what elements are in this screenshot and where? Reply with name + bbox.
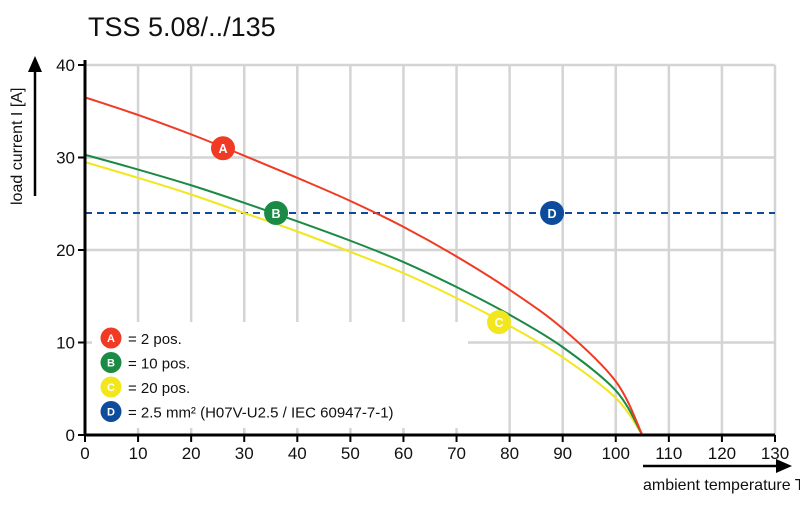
y-tick-label: 30 — [56, 149, 75, 168]
y-tick-label: 10 — [56, 334, 75, 353]
legend-badge-b-letter: B — [107, 358, 115, 370]
legend-label-c: = 20 pos. — [128, 380, 190, 397]
legend-badge-d-circle — [100, 401, 122, 422]
x-tick-label: 60 — [394, 444, 413, 463]
x-tick-label: 50 — [341, 444, 360, 463]
x-tick-label: 130 — [761, 444, 789, 463]
marker-d-circle — [540, 201, 565, 225]
x-axis-label: ambient temperature T [°C] — [643, 477, 800, 494]
legend-background — [92, 322, 468, 428]
series-line-a — [84, 96, 644, 436]
chart-title: TSS 5.08/../135 — [88, 12, 276, 42]
legend-badge-c-circle — [100, 376, 122, 398]
series-markers: A B C D — [211, 136, 565, 335]
x-tick-label: 20 — [182, 444, 201, 463]
legend-badge-b-circle — [100, 352, 122, 373]
legend: A = 2 pos. B = 10 pos. C = 20 pos. D = 2.5 mm² … — [100, 327, 394, 422]
axes — [78, 60, 776, 442]
legend-badge-a-letter: A — [107, 333, 115, 345]
x-tick-label: 40 — [288, 444, 307, 463]
series-line-b — [84, 153, 644, 436]
series-lines — [84, 96, 775, 436]
legend-badge-c-letter: C — [107, 382, 115, 394]
x-tick-label: 110 — [655, 444, 682, 463]
legend-badge-a-circle — [100, 327, 122, 349]
y-tick-label: 0 — [66, 426, 75, 445]
y-tick-label: 40 — [56, 56, 75, 75]
legend-label-a: = 2 pos. — [128, 331, 182, 348]
marker-b-letter: B — [272, 207, 281, 221]
marker-a-letter: A — [218, 142, 227, 156]
x-tick-label: 70 — [447, 444, 466, 463]
marker-c-letter: C — [494, 316, 503, 330]
marker-b-circle — [264, 201, 289, 225]
legend-label-b: = 10 pos. — [128, 356, 190, 373]
x-tick-label: 120 — [708, 444, 736, 463]
x-tick-label: 80 — [500, 444, 519, 463]
y-tick-label: 20 — [56, 241, 75, 260]
x-axis-arrowhead — [776, 459, 792, 473]
marker-d-letter: D — [548, 207, 557, 221]
marker-a-circle — [211, 136, 235, 161]
tick-labels: 0 10 20 30 40 50 60 70 80 90 100 110 120 130 0 10 20 30 40 — [56, 56, 789, 463]
x-tick-label: 0 — [80, 444, 89, 463]
legend-badge-d-letter: D — [107, 407, 115, 419]
x-tick-label: 100 — [602, 444, 630, 463]
y-axis-label: load current I [A] — [9, 88, 26, 205]
y-axis-arrowhead — [28, 56, 42, 72]
legend-label-d: = 2.5 mm² (H07V-U2.5 / IEC 60947-7-1) — [128, 405, 394, 422]
series-line-c — [84, 161, 644, 436]
x-tick-label: 90 — [553, 444, 572, 463]
x-tick-label: 30 — [235, 444, 254, 463]
marker-c-circle — [487, 310, 511, 335]
x-tick-label: 10 — [129, 444, 148, 463]
